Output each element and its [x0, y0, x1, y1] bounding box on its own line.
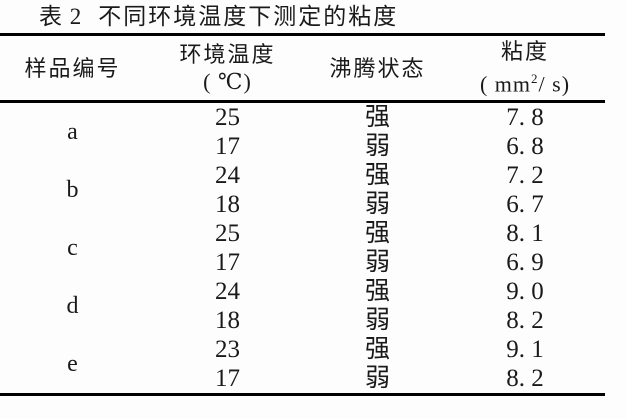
- temperature-cell: 18: [215, 191, 240, 218]
- col-header-label: 沸腾状态: [329, 55, 426, 81]
- temperature-cell: 24: [215, 278, 240, 305]
- sample-id-cell: b: [66, 176, 79, 203]
- table-number: 表 2: [39, 4, 83, 29]
- temperature-cell: 25: [215, 220, 240, 247]
- viscosity-cell: 8. 2: [506, 365, 544, 392]
- col-header-viscosity: 粘度 ( mm2/ s): [445, 34, 605, 103]
- sample-id-cell: a: [67, 118, 78, 145]
- viscosity-cell: 7. 2: [506, 162, 544, 189]
- sample-id-cell: c: [67, 234, 78, 261]
- boiling-state-cell: 弱: [364, 307, 390, 334]
- table-row: a 25 强 7. 8: [0, 102, 605, 145]
- col-header-sample-id: 样品编号: [0, 34, 145, 103]
- temperature-cell: 17: [215, 133, 240, 160]
- boiling-state-cell: 弱: [364, 133, 390, 160]
- boiling-state-cell: 强: [364, 104, 390, 131]
- table-row: c 25 强 8. 1: [0, 219, 605, 261]
- table-row: 17 弱 6. 8: [0, 132, 605, 161]
- boiling-state-cell: 强: [364, 336, 390, 363]
- table-row: d 24 强 9. 0: [0, 277, 605, 319]
- table-row: 17 弱 8. 2: [0, 364, 605, 395]
- viscosity-cell: 9. 0: [506, 278, 544, 305]
- sample-id-cell: d: [66, 292, 79, 319]
- table-header-row: 样品编号 环境温度 ( ℃) 沸腾状态 粘度 ( mm2/ s): [0, 34, 605, 103]
- col-header-label: 样品编号: [24, 55, 121, 81]
- viscosity-cell: 8. 1: [506, 220, 544, 247]
- viscosity-cell: 6. 7: [506, 191, 544, 218]
- viscosity-cell: 6. 9: [506, 249, 544, 276]
- table-caption-text: 不同环境温度下测定的粘度: [98, 4, 399, 29]
- boiling-state-cell: 弱: [364, 249, 390, 276]
- table-row: 18 弱 8. 2: [0, 306, 605, 335]
- temperature-cell: 23: [215, 336, 240, 363]
- table-row: 18 弱 6. 7: [0, 190, 605, 219]
- temperature-cell: 18: [215, 307, 240, 334]
- table-row: 17 弱 6. 9: [0, 248, 605, 277]
- boiling-state-cell: 强: [364, 220, 390, 247]
- boiling-state-cell: 强: [364, 162, 390, 189]
- col-header-label: 粘度: [500, 39, 549, 65]
- col-header-label: 环境温度: [179, 42, 276, 67]
- temperature-cell: 24: [215, 162, 240, 189]
- viscosity-cell: 9. 1: [506, 336, 544, 363]
- superscript-2: 2: [531, 71, 539, 87]
- col-header-boiling-state: 沸腾状态: [310, 34, 445, 103]
- boiling-state-cell: 弱: [364, 191, 390, 218]
- sample-id-cell: e: [67, 350, 78, 377]
- temperature-cell: 17: [215, 365, 240, 392]
- viscosity-table: 样品编号 环境温度 ( ℃) 沸腾状态 粘度 ( mm2/ s) a 25: [0, 33, 605, 396]
- table-row: b 24 强 7. 2: [0, 161, 605, 203]
- col-header-unit: ( mm2/ s): [479, 71, 571, 97]
- boiling-state-cell: 强: [364, 278, 390, 305]
- viscosity-cell: 7. 8: [506, 104, 544, 131]
- temperature-cell: 25: [215, 104, 240, 131]
- temperature-cell: 17: [215, 249, 240, 276]
- table-caption: 表 2 不同环境温度下测定的粘度: [39, 2, 398, 32]
- viscosity-cell: 6. 8: [506, 133, 544, 160]
- col-header-ambient-temperature: 环境温度 ( ℃): [145, 34, 310, 103]
- boiling-state-cell: 弱: [364, 365, 390, 392]
- table-row: e 23 强 9. 1: [0, 335, 605, 377]
- col-header-unit: ( ℃): [203, 69, 252, 94]
- viscosity-cell: 8. 2: [506, 307, 544, 334]
